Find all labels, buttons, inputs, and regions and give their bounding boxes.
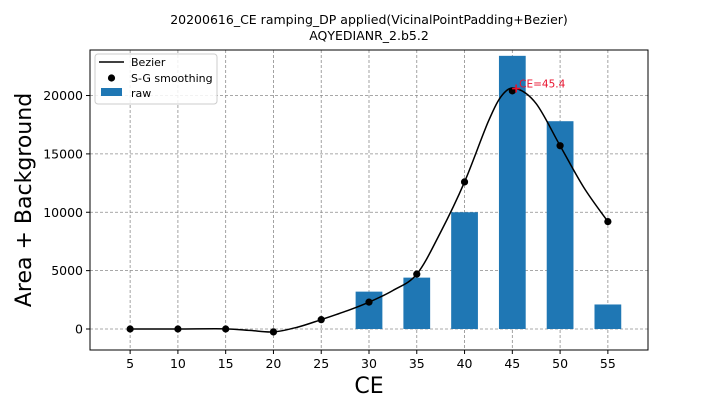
legend-entry: Bezier [131, 56, 166, 69]
x-tick-label: 30 [361, 356, 377, 371]
x-tick-label: 15 [218, 356, 234, 371]
sg-smoothing-point [460, 178, 469, 186]
bezier-line [130, 87, 609, 333]
x-tick-label: 20 [265, 356, 281, 371]
sg-smoothing-point [174, 325, 182, 333]
raw-bar [546, 121, 574, 329]
chart-title: 20200616_CE ramping_DP applied(VicinalPo… [170, 12, 568, 27]
y-tick-label: 15000 [43, 146, 83, 161]
sg-smoothing-point [222, 325, 230, 333]
legend-entry: S-G smoothing [131, 72, 213, 85]
x-tick-label: 10 [170, 356, 186, 371]
raw-bar [594, 304, 622, 329]
sg-smoothing-point [126, 325, 134, 333]
x-axis-ticks: 5 10 15 20 25 30 35 40 45 50 55 [126, 350, 616, 371]
y-axis-ticks: 0 5000 10000 15000 20000 [43, 88, 90, 336]
legend-entry: raw [131, 87, 151, 100]
annotation-marker [512, 84, 521, 93]
x-tick-label: 5 [126, 356, 134, 371]
raw-bar [451, 212, 478, 329]
sg-smoothing-point [317, 316, 325, 324]
y-tick-label: 10000 [43, 205, 83, 220]
x-tick-label: 25 [313, 356, 329, 371]
x-tick-label: 55 [600, 356, 616, 371]
legend-box [94, 53, 218, 105]
x-tick-label: 45 [504, 356, 520, 371]
legend-bar-swatch [101, 88, 122, 96]
sg-smoothing-point [365, 298, 373, 306]
x-tick-label: 40 [457, 356, 473, 371]
x-tick-label: 35 [409, 356, 425, 371]
legend: Bezier S-G smoothing raw [94, 53, 218, 105]
x-axis-label: CE [354, 374, 383, 399]
y-tick-label: 0 [75, 321, 83, 336]
raw-bar [498, 55, 526, 329]
sg-smoothing-point [269, 328, 278, 336]
sg-smoothing-point [604, 217, 612, 226]
annotation-label: CE=45.4 [519, 79, 565, 91]
y-axis-label: Area + Background [12, 93, 37, 307]
chart-subtitle: AQYEDIANR_2.b5.2 [309, 28, 429, 43]
y-tick-label: 20000 [43, 88, 83, 103]
sg-smoothing-point [413, 270, 421, 278]
raw-bar [403, 277, 431, 329]
legend-point-swatch [107, 74, 116, 82]
sg-smoothing-point [556, 142, 564, 150]
annotation: CE=45.4 [512, 79, 566, 93]
raw-bars [355, 55, 622, 329]
y-tick-label: 5000 [51, 263, 83, 278]
x-tick-label: 50 [552, 356, 568, 371]
